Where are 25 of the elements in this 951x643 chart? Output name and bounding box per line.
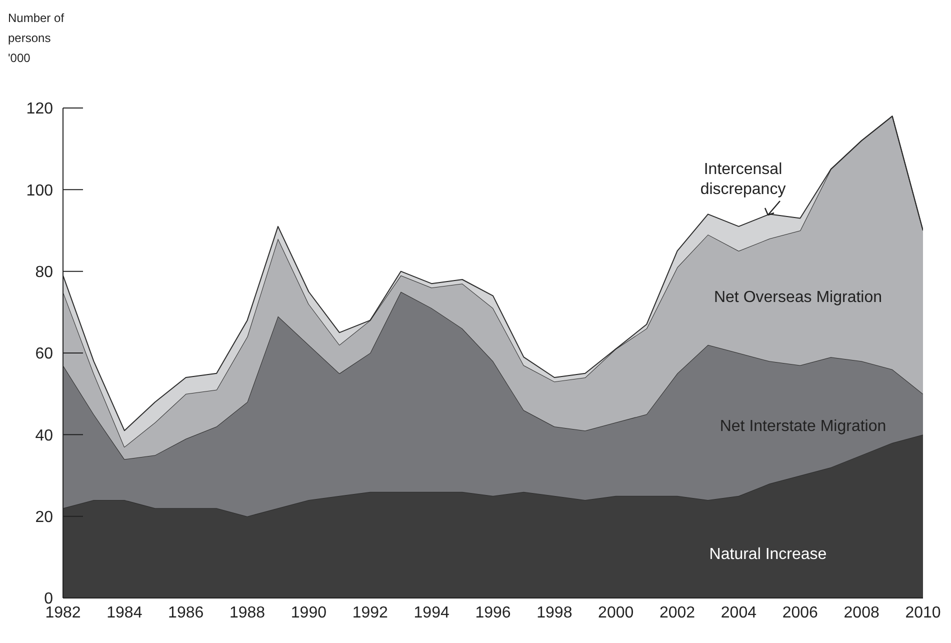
x-tick-label: 1998 bbox=[536, 604, 572, 622]
y-tick-label: 60 bbox=[35, 346, 54, 363]
x-tick-label: 2010 bbox=[905, 604, 941, 622]
x-tick-label: 1996 bbox=[475, 604, 511, 622]
x-tick-label: 2006 bbox=[782, 604, 818, 622]
series-label: Net Overseas Migration bbox=[714, 288, 882, 308]
x-tick-label: 2008 bbox=[844, 604, 880, 622]
x-tick-label: 2000 bbox=[598, 604, 634, 622]
x-tick-label: 1994 bbox=[414, 604, 450, 622]
x-tick-label: 2002 bbox=[659, 604, 696, 622]
x-tick-label: 1990 bbox=[290, 604, 327, 622]
y-tick-label: 80 bbox=[35, 264, 54, 282]
x-tick-label: 1984 bbox=[106, 604, 142, 622]
x-tick-label: 1992 bbox=[352, 604, 388, 622]
x-tick-label: 2004 bbox=[720, 604, 757, 622]
series-label: Natural Increase bbox=[709, 545, 827, 565]
series-label: Intercensal discrepancy bbox=[699, 160, 787, 200]
y-axis-title: Number of persons '000 bbox=[8, 10, 66, 67]
y-tick-label: 20 bbox=[35, 509, 54, 526]
y-tick-label: 40 bbox=[35, 427, 54, 444]
y-tick-label: 100 bbox=[26, 182, 54, 200]
y-tick-label: 120 bbox=[26, 100, 54, 118]
x-tick-label: 1988 bbox=[229, 604, 266, 622]
series-label: Net Interstate Migration bbox=[720, 417, 886, 437]
x-tick-label: 1986 bbox=[168, 604, 204, 622]
